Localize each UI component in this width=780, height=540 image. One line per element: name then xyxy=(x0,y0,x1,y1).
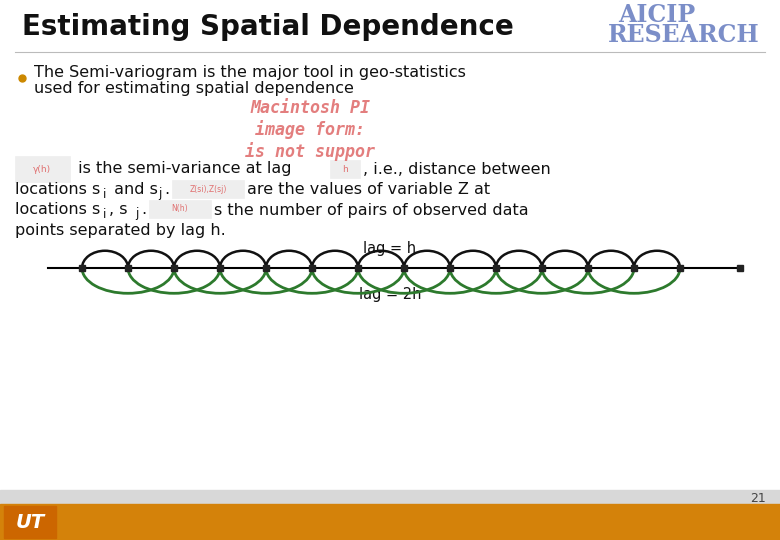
Bar xyxy=(0,0,780,50)
Text: , s: , s xyxy=(109,202,127,218)
Text: j: j xyxy=(135,207,138,220)
Text: , i.e., distance between: , i.e., distance between xyxy=(363,161,551,177)
Bar xyxy=(15,156,70,182)
Text: used for estimating spatial dependence: used for estimating spatial dependence xyxy=(34,80,354,96)
Bar xyxy=(330,160,360,178)
Text: RESEARCH: RESEARCH xyxy=(608,23,760,47)
Bar xyxy=(149,200,211,218)
Text: i: i xyxy=(103,187,106,200)
Text: is the semi-variance at lag: is the semi-variance at lag xyxy=(73,161,292,177)
Text: γ(h): γ(h) xyxy=(33,165,51,173)
Bar xyxy=(0,504,780,540)
Text: AICIP: AICIP xyxy=(618,3,695,27)
Text: lag = h: lag = h xyxy=(363,240,417,255)
Text: i: i xyxy=(103,207,106,220)
Text: N(h): N(h) xyxy=(172,205,188,213)
Text: s the number of pairs of observed data: s the number of pairs of observed data xyxy=(214,202,529,218)
Text: UT: UT xyxy=(16,512,44,531)
Text: The Semi-variogram is the major tool in geo-statistics: The Semi-variogram is the major tool in … xyxy=(34,64,466,79)
Text: .: . xyxy=(164,183,169,198)
Text: locations s: locations s xyxy=(15,183,101,198)
Text: Macintosh PI
image form:
is not suppor: Macintosh PI image form: is not suppor xyxy=(245,99,375,161)
Bar xyxy=(4,506,56,538)
Text: and s: and s xyxy=(109,183,158,198)
Bar xyxy=(0,490,780,540)
Bar xyxy=(172,180,244,198)
Text: locations s: locations s xyxy=(15,202,101,218)
Text: Z(si),Z(sj): Z(si),Z(sj) xyxy=(190,185,227,193)
Text: lag = 2h: lag = 2h xyxy=(359,287,421,302)
Text: .: . xyxy=(141,202,146,218)
Text: h: h xyxy=(342,165,348,173)
Text: Estimating Spatial Dependence: Estimating Spatial Dependence xyxy=(22,13,514,41)
Text: 21: 21 xyxy=(750,491,766,504)
Text: j: j xyxy=(158,187,161,200)
Text: are the values of variable Z at: are the values of variable Z at xyxy=(247,183,490,198)
Text: points separated by lag h.: points separated by lag h. xyxy=(15,222,225,238)
